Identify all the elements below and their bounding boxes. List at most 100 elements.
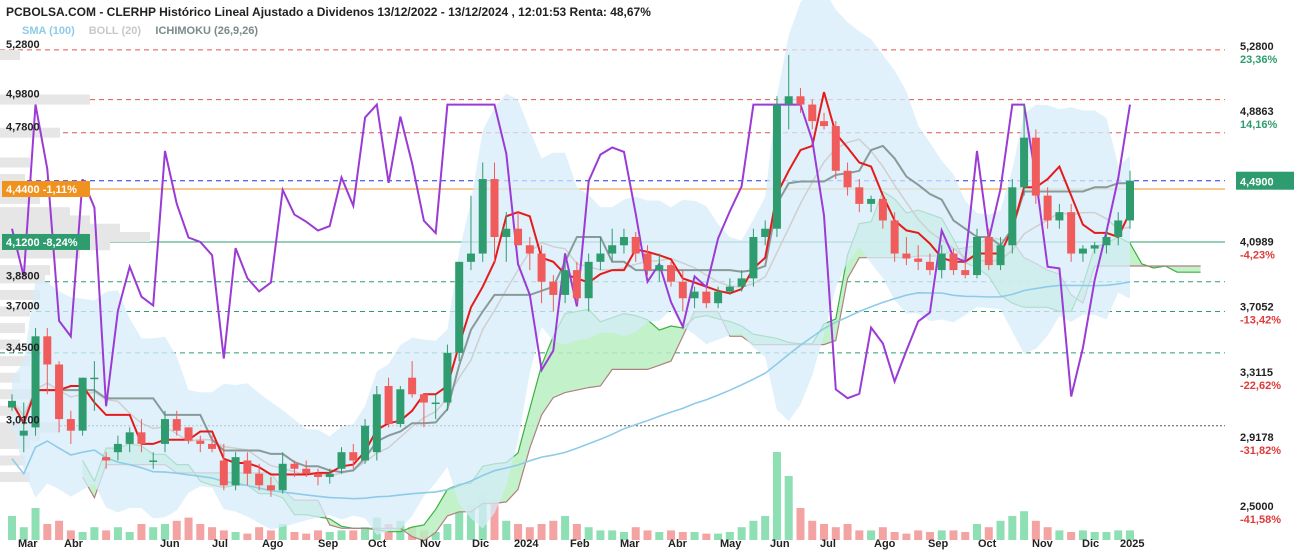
right-tick-pct: 14,16%: [1240, 119, 1278, 131]
candle-body: [890, 220, 899, 254]
candle-body: [608, 245, 617, 254]
candle-body: [1008, 187, 1017, 246]
x-axis-label: Sep: [318, 538, 338, 550]
volume-bar: [737, 527, 746, 540]
left-tick-label: 4,7800: [6, 122, 40, 134]
left-tick-label: 5,2800: [6, 39, 40, 51]
volume-bar: [361, 527, 370, 540]
candle-body: [867, 198, 876, 204]
volume-bar: [502, 520, 511, 540]
candle-body: [455, 261, 464, 353]
candle-body: [208, 443, 217, 449]
volume-bar: [702, 533, 711, 540]
price-tags: 4,4400 -1,11% 4,1200 -8,24% 4,4900: [2, 171, 1294, 250]
candle-body: [278, 463, 287, 491]
candle-body: [231, 457, 240, 486]
right-tick-price: 5,2800: [1240, 41, 1274, 53]
volume-bar: [514, 524, 523, 540]
last-price-tag: [1236, 171, 1294, 190]
candle-body: [443, 352, 452, 403]
volume-profile-bar: [0, 339, 20, 350]
candle-body: [90, 377, 99, 380]
indicator-lines: [11, 91, 1131, 500]
left-tick-label: 3,4500: [6, 342, 40, 354]
indicator-label: BOLL (20): [89, 25, 142, 37]
candle-body: [808, 104, 817, 122]
volume-bar: [455, 511, 464, 540]
volume-bar: [1102, 532, 1111, 540]
x-axis-label: 2025: [1120, 538, 1144, 550]
volume-bar: [537, 524, 546, 540]
volume-profile-bar: [0, 223, 120, 234]
candle-body: [643, 253, 652, 271]
volume-profile-bar: [0, 472, 30, 483]
candle-body: [102, 457, 111, 461]
candlesticks: [8, 54, 1134, 497]
right-tick-pct: -22,62%: [1240, 380, 1281, 392]
volume-bar: [90, 527, 99, 540]
volume-profile-bar: [0, 323, 25, 334]
candle-body: [655, 265, 664, 271]
volume-bar: [831, 527, 840, 540]
volume-bar: [302, 533, 311, 540]
volume-bar: [19, 527, 28, 540]
volume-bar: [1043, 527, 1052, 540]
volume-profile-bar: [0, 215, 90, 226]
volume-bar: [619, 532, 628, 540]
x-axis-label: Abr: [668, 538, 688, 550]
volume-bar: [31, 508, 40, 540]
volume-bar: [1114, 530, 1123, 540]
x-axis-label: Ago: [874, 538, 896, 550]
volume-bar: [843, 524, 852, 540]
candle-body: [984, 236, 993, 266]
right-tick-price: 2,9178: [1240, 432, 1274, 444]
volume-bar: [490, 500, 499, 540]
candle-body: [290, 463, 299, 469]
volume-bar: [914, 530, 923, 540]
volume-bar: [443, 524, 452, 540]
volume-bar: [125, 532, 134, 540]
candle-body: [466, 253, 475, 262]
left-price-tag: [2, 180, 90, 197]
candle-body: [925, 261, 934, 271]
volume-bar: [949, 530, 958, 540]
volume-bar: [655, 532, 664, 540]
right-tick-price: 3,7052: [1240, 302, 1274, 314]
price-axis: 5,2800 4,9800 4,7800 3,8800 3,7000 3,4500 3,01…: [6, 39, 1281, 526]
indicator-label: SMA (100): [22, 25, 75, 37]
candle-body: [372, 394, 381, 453]
right-tick-price: 4,0989: [1240, 236, 1274, 248]
volume-bar: [772, 452, 781, 540]
candle-body: [596, 253, 605, 262]
candle-body: [55, 364, 64, 420]
left-price-tag-label: 4,4400 -1,11%: [6, 184, 77, 196]
candle-body: [431, 402, 440, 405]
candle-body: [878, 198, 887, 221]
volume-bar: [466, 504, 475, 540]
volume-bar: [102, 530, 111, 540]
volume-bar: [714, 533, 723, 540]
bollinger-mid-line: [11, 138, 1131, 477]
volume-bar: [961, 532, 970, 540]
volume-bar: [325, 532, 334, 540]
candle-body: [408, 377, 417, 395]
x-axis-label: Nov: [420, 538, 442, 550]
candle-body: [761, 228, 770, 237]
right-tick-price: 4,8863: [1240, 106, 1274, 118]
candle-body: [619, 236, 628, 246]
candle-body: [961, 270, 970, 276]
candle-body: [31, 336, 40, 428]
left-price-tag: [2, 233, 90, 250]
candle-body: [255, 473, 264, 486]
candle-body: [549, 281, 558, 295]
candle-body: [172, 419, 181, 431]
x-axis-label: Dic: [472, 538, 489, 550]
candle-body: [1126, 180, 1134, 221]
volume-bar: [937, 530, 946, 540]
volume-bar: [584, 527, 593, 540]
x-axis-label: May: [720, 538, 742, 550]
candle-body: [973, 236, 982, 276]
x-axis-label: Nov: [1032, 538, 1054, 550]
indicator-label: ICHIMOKU (26,9,26): [155, 25, 258, 37]
candle-body: [266, 485, 275, 491]
